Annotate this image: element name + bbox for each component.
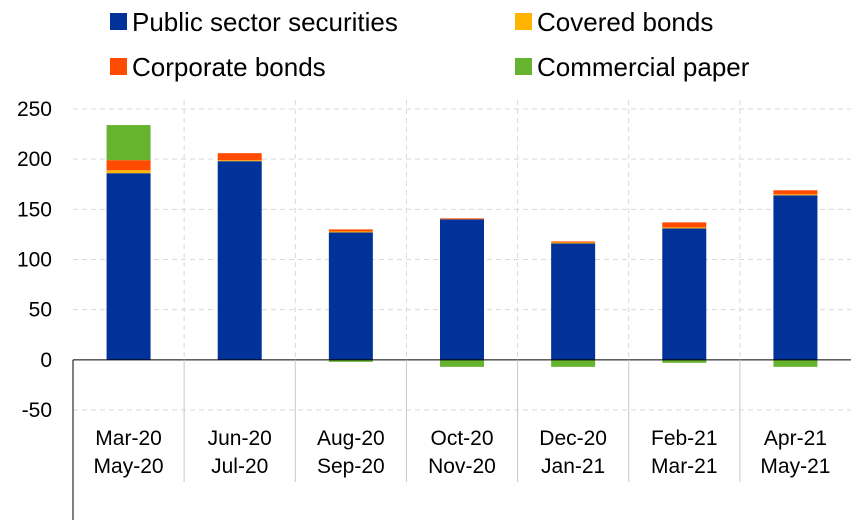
bar-corporate-bonds-3 xyxy=(440,218,484,220)
x-tick-label: Dec-20 xyxy=(539,427,607,450)
y-tick-label: 200 xyxy=(17,148,52,171)
bar-corporate-bonds-1 xyxy=(217,153,262,161)
y-tick-label: 0 xyxy=(40,349,52,372)
bar-commercial-paper-2 xyxy=(328,359,373,362)
bar-corporate-bonds-6 xyxy=(773,190,818,195)
x-tick-label: Jan-21 xyxy=(541,455,605,478)
bar-covered-bonds-5 xyxy=(662,227,707,229)
x-tick-label: Jun-20 xyxy=(208,427,272,450)
bar-covered-bonds-2 xyxy=(328,231,373,233)
x-tick-label: Mar-21 xyxy=(651,455,718,478)
bar-public-sector-securities-6 xyxy=(773,195,818,360)
legend-label: Covered bonds xyxy=(537,7,713,37)
bar-covered-bonds-0 xyxy=(106,170,151,174)
legend-swatch-3 xyxy=(515,58,532,75)
axes xyxy=(72,359,851,520)
bar-corporate-bonds-0 xyxy=(106,160,151,171)
y-axis-tick-labels: -50 0 50 100 150 200 250 xyxy=(17,98,52,422)
bar-public-sector-securities-0 xyxy=(106,173,151,360)
y-tick-label: -50 xyxy=(22,399,52,422)
x-tick-label: Mar-20 xyxy=(95,427,162,450)
bar-commercial-paper-3 xyxy=(440,359,484,367)
y-tick-label: 250 xyxy=(17,98,52,121)
bar-commercial-paper-0 xyxy=(106,125,151,161)
x-tick-label: Nov-20 xyxy=(428,455,496,478)
legend-label: Commercial paper xyxy=(537,52,750,82)
x-tick-label: May-20 xyxy=(94,455,164,478)
y-tick-label: 50 xyxy=(29,299,52,322)
legend-swatch-0 xyxy=(110,13,127,30)
y-tick-label: 100 xyxy=(17,249,52,272)
x-tick-label: May-21 xyxy=(760,455,830,478)
x-tick-label: Jul-20 xyxy=(211,455,268,478)
chart-legend: Public sector securities Covered bonds Cor… xyxy=(110,7,750,82)
bars xyxy=(106,125,818,367)
x-tick-label: Feb-21 xyxy=(651,427,718,450)
bar-commercial-paper-4 xyxy=(551,359,596,367)
x-tick-label: Aug-20 xyxy=(317,427,385,450)
x-axis-category-labels: Mar-20 May-20 Jun-20 Jul-20 Aug-20 Sep-20 Oct-… xyxy=(94,427,831,478)
legend-swatch-1 xyxy=(515,13,532,30)
legend-label: Corporate bonds xyxy=(132,52,326,82)
legend-swatch-2 xyxy=(110,58,127,75)
x-tick-label: Apr-21 xyxy=(764,427,827,450)
bar-public-sector-securities-1 xyxy=(217,161,262,360)
bar-public-sector-securities-5 xyxy=(662,228,707,360)
bar-covered-bonds-6 xyxy=(773,194,818,196)
bar-corporate-bonds-5 xyxy=(662,222,707,228)
bar-commercial-paper-6 xyxy=(773,359,818,367)
bar-public-sector-securities-3 xyxy=(440,219,484,360)
bar-corporate-bonds-4 xyxy=(551,241,596,243)
x-tick-label: Oct-20 xyxy=(430,427,493,450)
x-tick-label: Sep-20 xyxy=(317,455,385,478)
bar-public-sector-securities-2 xyxy=(328,232,373,360)
bar-commercial-paper-5 xyxy=(662,359,707,363)
y-tick-label: 150 xyxy=(17,198,52,221)
legend-label: Public sector securities xyxy=(132,7,398,37)
bar-covered-bonds-1 xyxy=(217,160,262,162)
bar-corporate-bonds-2 xyxy=(328,229,373,232)
bar-covered-bonds-4 xyxy=(551,242,596,244)
bar-public-sector-securities-4 xyxy=(551,243,596,360)
